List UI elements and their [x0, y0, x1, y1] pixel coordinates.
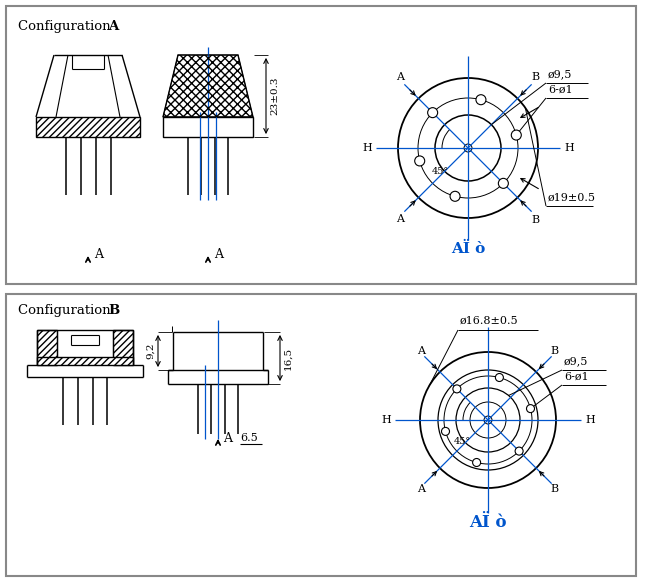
Text: 9,2: 9,2	[146, 343, 155, 359]
Text: A: A	[94, 248, 103, 262]
Text: A: A	[214, 248, 223, 262]
Text: A: A	[396, 72, 404, 82]
Polygon shape	[163, 55, 253, 117]
Text: H: H	[585, 415, 595, 425]
Circle shape	[499, 179, 508, 188]
Bar	[37, 330, 57, 365]
Circle shape	[511, 130, 521, 140]
Text: B: B	[532, 72, 540, 82]
Bar	[113, 330, 133, 365]
FancyBboxPatch shape	[6, 294, 636, 576]
Circle shape	[526, 405, 535, 412]
Text: Configuration: Configuration	[18, 20, 115, 33]
Text: H: H	[381, 415, 391, 425]
Text: 6-ø1: 6-ø1	[548, 85, 573, 95]
Text: A: A	[108, 20, 118, 33]
Bar	[37, 357, 133, 365]
Bar	[36, 117, 140, 137]
Circle shape	[415, 156, 424, 166]
Text: Configuration: Configuration	[18, 304, 115, 317]
Text: AÏ ò: AÏ ò	[470, 514, 507, 531]
Text: B: B	[550, 484, 559, 495]
Text: 45°: 45°	[454, 437, 471, 446]
Text: B: B	[550, 346, 559, 356]
Text: A: A	[417, 484, 426, 495]
Text: A: A	[396, 214, 404, 224]
Text: ø19±0.5: ø19±0.5	[548, 193, 596, 203]
Circle shape	[515, 447, 523, 455]
Text: B: B	[532, 215, 540, 225]
Circle shape	[495, 374, 503, 382]
Circle shape	[473, 459, 481, 466]
Bar	[163, 117, 253, 137]
Text: B: B	[108, 304, 119, 317]
Circle shape	[428, 108, 438, 118]
Text: 16,5: 16,5	[283, 346, 292, 369]
Text: AÏ ò: AÏ ò	[451, 242, 485, 256]
Text: H: H	[362, 143, 372, 153]
Text: 6.5: 6.5	[240, 433, 258, 443]
FancyBboxPatch shape	[6, 6, 636, 284]
Text: ø9,5: ø9,5	[564, 356, 588, 366]
Text: A: A	[417, 346, 426, 356]
Text: 45°: 45°	[432, 167, 449, 176]
Text: ø9,5: ø9,5	[548, 69, 572, 79]
Text: H: H	[564, 143, 574, 153]
Circle shape	[476, 95, 486, 105]
Text: ø16.8±0.5: ø16.8±0.5	[460, 316, 519, 326]
Text: 23±0.3: 23±0.3	[270, 77, 279, 115]
Text: 6-ø1: 6-ø1	[564, 372, 589, 382]
Circle shape	[453, 385, 461, 393]
Circle shape	[441, 427, 450, 436]
Circle shape	[450, 191, 460, 201]
Text: A: A	[223, 432, 232, 444]
